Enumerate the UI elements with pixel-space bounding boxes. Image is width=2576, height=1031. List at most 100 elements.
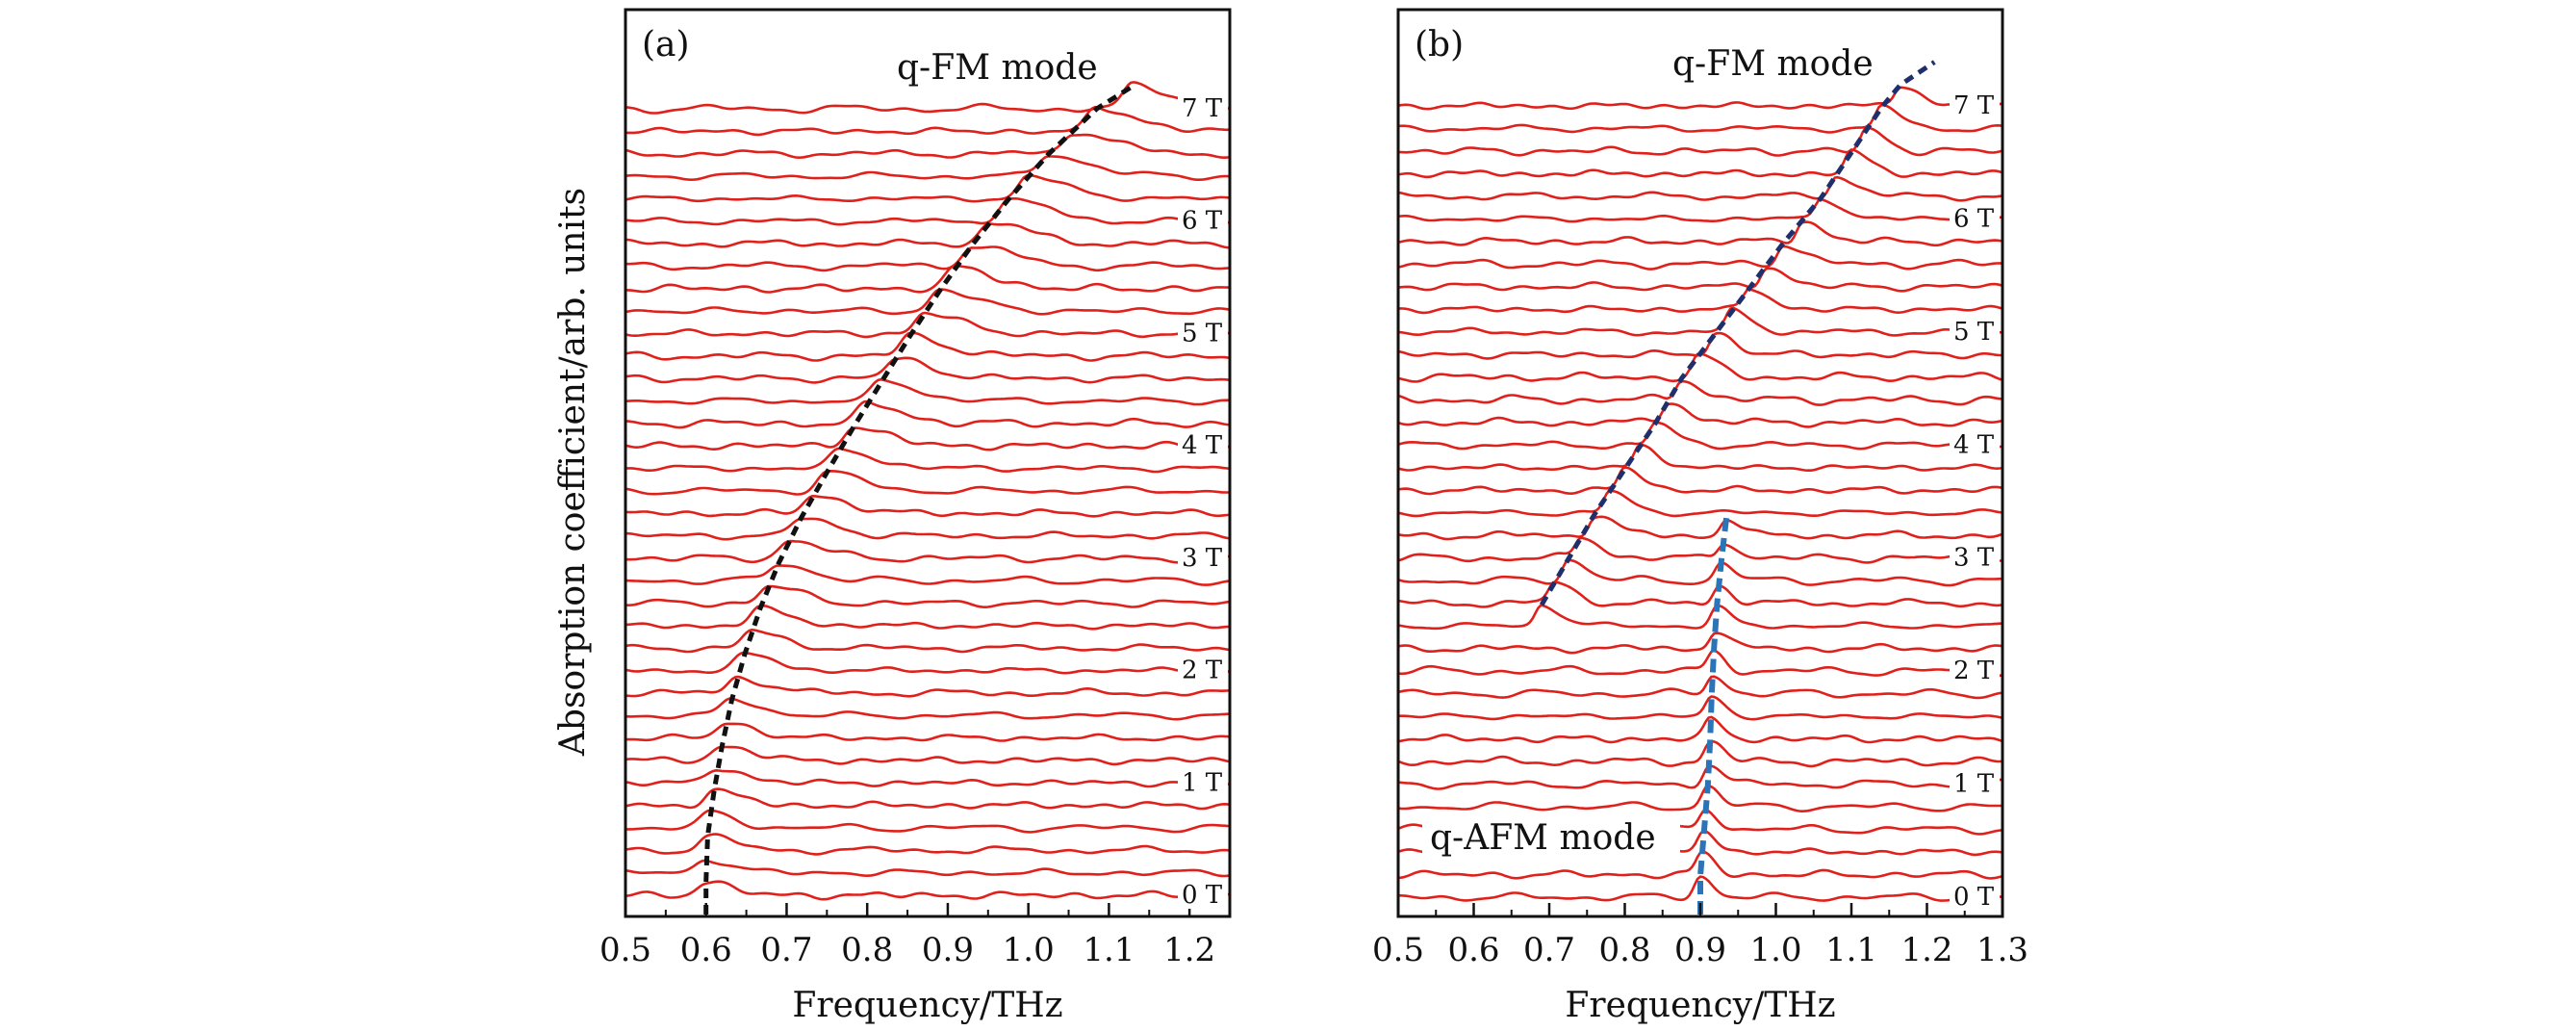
field-label-backdrop [1950, 884, 2000, 911]
x-tick-label: 1.0 [1003, 931, 1055, 969]
spectrum-trace [1398, 785, 2002, 812]
field-label: 1 T [1953, 770, 1995, 799]
spectrum-trace [1398, 536, 2002, 564]
spectrum-trace [625, 604, 1230, 631]
spectrum-trace [625, 447, 1230, 474]
panel-a-traces [625, 81, 1230, 901]
spectrum-trace [1398, 515, 2002, 541]
spectrum-trace [1398, 489, 2002, 518]
spectrum-trace [625, 155, 1230, 181]
field-label: 6 T [1182, 207, 1223, 236]
spectrum-trace [1398, 175, 2002, 202]
spectrum-trace [625, 539, 1230, 564]
x-tick-label: 0.6 [680, 931, 732, 969]
field-label: 4 T [1182, 431, 1223, 460]
field-label-backdrop [1178, 320, 1228, 348]
panel-a: 0.5 0.6 0.7 0.8 0.9 1.0 1.1 1.2 0 T 1 T 2 T 3 T 4 T… [599, 8, 1232, 1025]
spectrum-trace [625, 426, 1230, 451]
spectrum-trace [625, 769, 1230, 788]
spectrum-trace [1398, 421, 2002, 451]
panel-a-x-ticks: 0.5 0.6 0.7 0.8 0.9 1.0 1.1 1.2 [599, 903, 1215, 969]
x-tick-label: 1.2 [1163, 931, 1215, 969]
spectrum-trace [1398, 86, 2002, 111]
spectrum-trace [1398, 580, 2002, 608]
spectrum-trace [1398, 148, 2002, 179]
spectrum-trace [625, 264, 1230, 294]
field-label: 1 T [1182, 768, 1223, 797]
spectrum-trace [625, 859, 1230, 878]
panel-a-mode-guides [703, 84, 1135, 915]
spectrum-trace [625, 675, 1230, 698]
spectrum-trace [625, 517, 1230, 541]
spectrum-trace [625, 584, 1230, 608]
spectrum-trace [1398, 649, 2002, 678]
x-tick-label: 1.0 [1749, 931, 1801, 969]
q-afm-mode-guide [1697, 513, 1730, 915]
spectrum-trace [1398, 764, 2002, 790]
x-tick-label: 0.8 [841, 931, 893, 969]
field-label: 0 T [1953, 883, 1995, 912]
panel-b-field-labels: 0 T 1 T 2 T 3 T 4 T 5 T 6 T 7 T [1950, 91, 2000, 912]
field-label-backdrop [1950, 318, 2000, 346]
field-label-backdrop [1950, 657, 2000, 685]
spectrum-trace [625, 133, 1230, 159]
spectrum-trace [625, 105, 1230, 137]
q-fm-mode-guide [703, 84, 1135, 915]
spectrum-trace [1398, 306, 2002, 337]
spectrum-trace [1398, 715, 2002, 744]
spectrum-trace [625, 245, 1230, 272]
panel-a-field-labels: 0 T 1 T 2 T 3 T 4 T 5 T 6 T 7 T [1178, 94, 1228, 910]
spectrum-trace [1398, 197, 2002, 223]
spectrum-trace [1398, 675, 2002, 700]
spectrum-trace [625, 400, 1230, 429]
field-label-backdrop [1178, 769, 1228, 797]
field-label-backdrop [1178, 95, 1228, 122]
spectrum-trace [1398, 402, 2002, 428]
spectrum-trace [625, 722, 1230, 742]
panel-b-x-ticks: 0.5 0.6 0.7 0.8 0.9 1.0 1.1 1.2 1.3 [1372, 903, 2028, 969]
spectrum-trace [1398, 631, 2002, 655]
field-label: 2 T [1953, 657, 1995, 685]
spectrum-trace [625, 880, 1230, 901]
spectrum-trace [625, 197, 1230, 226]
panel-b: 0.5 0.6 0.7 0.8 0.9 1.0 1.1 1.2 1.3 0 T 1 T 2 T 3 T… [1372, 8, 2028, 1025]
spectrum-trace [625, 833, 1230, 856]
field-label: 5 T [1953, 318, 1995, 347]
spectrum-trace [625, 809, 1230, 834]
field-label-backdrop [1950, 205, 2000, 233]
x-tick-label: 0.6 [1447, 931, 1499, 969]
panel-b-label: (b) [1415, 25, 1464, 64]
spectrum-trace [1398, 126, 2002, 157]
x-tick-label: 1.3 [1977, 931, 2028, 969]
x-tick-label: 0.7 [1523, 931, 1575, 969]
q-fm-mode-guide [1539, 60, 1936, 606]
field-label: 2 T [1182, 657, 1223, 685]
spectrum-trace [625, 377, 1230, 406]
field-label: 5 T [1182, 319, 1223, 348]
field-label: 7 T [1953, 91, 1995, 120]
x-tick-label: 0.8 [1598, 931, 1650, 969]
x-tick-label: 0.9 [1674, 931, 1726, 969]
panel-a-x-axis-title: Frequency/THz [792, 986, 1062, 1025]
spectrum-trace [1398, 245, 2002, 271]
field-label-backdrop [1178, 544, 1228, 572]
spectrum-trace [625, 651, 1230, 675]
spectrum-trace [1398, 558, 2002, 587]
x-tick-label: 0.9 [922, 931, 974, 969]
spectrum-trace [1398, 875, 2002, 902]
spectrum-trace [625, 288, 1230, 316]
y-axis-title: Absorption coefficient/arb. units [553, 188, 593, 757]
spectrum-trace [1398, 604, 2002, 631]
field-label: 7 T [1182, 94, 1223, 123]
spectrum-trace [625, 470, 1230, 496]
field-label-backdrop [1950, 92, 2000, 119]
spectrum-trace [1398, 695, 2002, 721]
spectrum-trace [625, 564, 1230, 586]
x-tick-label: 0.7 [760, 931, 812, 969]
spectrum-trace [625, 787, 1230, 811]
x-tick-label: 0.5 [599, 931, 651, 969]
spectrum-trace [625, 311, 1230, 339]
spectrum-trace [1398, 220, 2002, 247]
spectrum-trace [625, 745, 1230, 766]
